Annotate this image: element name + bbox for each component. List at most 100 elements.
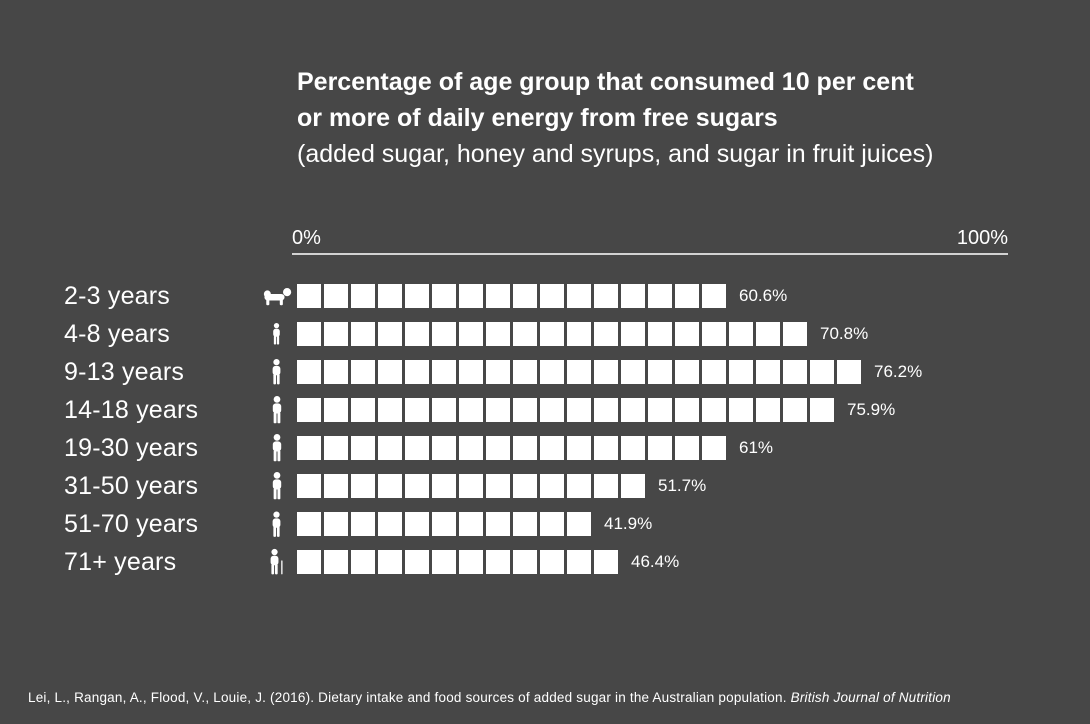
chart-row: 71+ years 46.4%	[64, 543, 922, 581]
unit-square	[486, 512, 510, 536]
unit-square	[351, 436, 375, 460]
axis-min-label: 0%	[292, 227, 321, 249]
unit-square	[621, 436, 645, 460]
unit-square	[378, 436, 402, 460]
unit-square	[297, 474, 321, 498]
title-line-1: Percentage of age group that consumed 10…	[297, 68, 914, 96]
unit-square	[405, 322, 429, 346]
unit-square	[783, 322, 807, 346]
unit-square	[540, 322, 564, 346]
chart-title: Percentage of age group that consumed 10…	[297, 64, 934, 172]
unit-square	[351, 322, 375, 346]
unit-square	[297, 284, 321, 308]
age-group-label: 14-18 years	[64, 395, 199, 424]
percent-label: 60.6%	[739, 286, 788, 305]
unit-square	[405, 550, 429, 574]
unit-square	[513, 284, 537, 308]
unit-square	[297, 512, 321, 536]
chart-row: 2-3 years 60.6%	[64, 277, 922, 315]
unit-square	[702, 322, 726, 346]
percent-label: 75.9%	[847, 400, 896, 419]
unit-square	[513, 322, 537, 346]
baby-crawling-icon	[256, 287, 297, 306]
unit-square	[351, 284, 375, 308]
adult-icon	[256, 472, 297, 500]
percent-label: 70.8%	[820, 324, 869, 343]
unit-square	[729, 360, 753, 384]
unit-square	[675, 322, 699, 346]
unit-square	[594, 550, 618, 574]
source-citation: Lei, L., Rangan, A., Flood, V., Louie, J…	[28, 690, 951, 705]
unit-square	[486, 474, 510, 498]
percent-label: 51.7%	[658, 476, 707, 495]
unit-square	[297, 398, 321, 422]
unit-square	[297, 322, 321, 346]
unit-square	[513, 398, 537, 422]
pictogram-squares	[297, 322, 810, 346]
unit-square	[621, 322, 645, 346]
unit-square	[702, 436, 726, 460]
unit-square	[351, 398, 375, 422]
age-group-label: 31-50 years	[64, 471, 199, 500]
unit-square	[810, 360, 834, 384]
unit-square	[324, 474, 348, 498]
percent-label: 41.9%	[604, 514, 653, 533]
unit-square	[432, 398, 456, 422]
percent-label: 76.2%	[874, 362, 923, 381]
unit-square	[648, 322, 672, 346]
pictogram-squares	[297, 360, 864, 384]
unit-square	[567, 398, 591, 422]
unit-square	[567, 550, 591, 574]
unit-square	[567, 474, 591, 498]
unit-square	[324, 360, 348, 384]
pictogram-squares	[297, 512, 594, 536]
age-group-label: 4-8 years	[64, 319, 171, 348]
unit-square	[324, 322, 348, 346]
unit-square	[513, 512, 537, 536]
pictogram-squares	[297, 398, 837, 422]
unit-square	[756, 398, 780, 422]
chart-row: 31-50 years 51.7%	[64, 467, 922, 505]
unit-square	[594, 284, 618, 308]
unit-square	[675, 360, 699, 384]
unit-square	[297, 436, 321, 460]
unit-square	[459, 550, 483, 574]
unit-square	[432, 322, 456, 346]
age-group-label: 71+ years	[64, 547, 177, 576]
chart-row: 9-13 years 76.2%	[64, 353, 922, 391]
unit-square	[513, 474, 537, 498]
unit-square	[540, 474, 564, 498]
adult-icon	[256, 511, 297, 538]
age-group-label: 51-70 years	[64, 509, 199, 538]
pictogram-squares	[297, 474, 648, 498]
unit-square	[486, 322, 510, 346]
x-axis-line	[292, 253, 1008, 255]
unit-square	[567, 322, 591, 346]
title-line-2: or more of daily energy from free sugars	[297, 104, 778, 132]
unit-square	[540, 512, 564, 536]
unit-square	[783, 398, 807, 422]
unit-square	[432, 284, 456, 308]
senior-with-cane-icon	[256, 548, 297, 576]
unit-square	[675, 436, 699, 460]
unit-square	[837, 360, 861, 384]
unit-square	[486, 284, 510, 308]
citation-text: Lei, L., Rangan, A., Flood, V., Louie, J…	[28, 690, 791, 705]
unit-square	[459, 474, 483, 498]
child-icon	[256, 359, 297, 385]
unit-square	[567, 284, 591, 308]
unit-square	[756, 322, 780, 346]
unit-square	[810, 398, 834, 422]
unit-square	[486, 398, 510, 422]
unit-square	[405, 474, 429, 498]
unit-square	[675, 398, 699, 422]
adult-icon	[256, 434, 297, 462]
unit-square	[432, 474, 456, 498]
unit-square	[783, 360, 807, 384]
unit-square	[324, 550, 348, 574]
unit-square	[486, 436, 510, 460]
child-icon	[256, 323, 297, 345]
unit-square	[459, 322, 483, 346]
unit-square	[459, 436, 483, 460]
